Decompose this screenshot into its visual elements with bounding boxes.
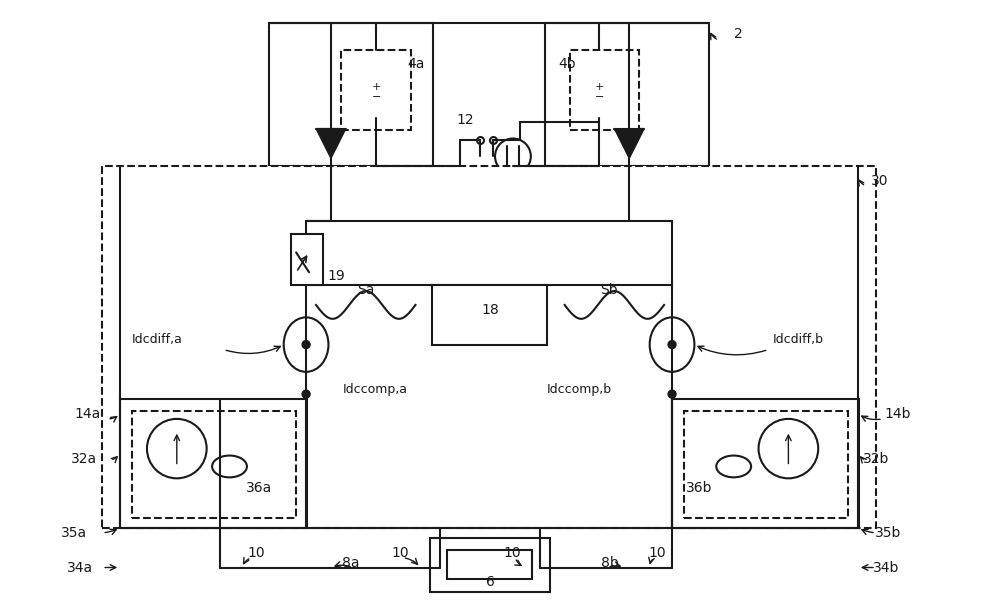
Bar <box>430 538 550 592</box>
Circle shape <box>668 341 676 349</box>
Ellipse shape <box>650 317 694 372</box>
Text: 14a: 14a <box>74 407 100 421</box>
Text: Sa: Sa <box>357 283 374 297</box>
Circle shape <box>759 419 818 478</box>
Text: 18: 18 <box>481 303 499 317</box>
Text: 8b: 8b <box>601 556 618 569</box>
Text: 35a: 35a <box>61 526 87 540</box>
Text: +: + <box>372 82 381 92</box>
Text: 32b: 32b <box>863 452 889 466</box>
Text: 12: 12 <box>456 113 474 127</box>
Bar <box>306 221 672 285</box>
Polygon shape <box>316 128 346 158</box>
Text: 36a: 36a <box>246 481 272 495</box>
Circle shape <box>147 419 207 478</box>
Circle shape <box>495 139 531 174</box>
Text: 32a: 32a <box>71 452 97 466</box>
Text: 10: 10 <box>503 545 521 560</box>
Text: −: − <box>595 92 604 102</box>
Circle shape <box>572 62 627 118</box>
Bar <box>570 50 639 130</box>
Text: 4a: 4a <box>408 57 425 71</box>
Text: Idccomp,b: Idccomp,b <box>547 383 612 395</box>
Text: Sb: Sb <box>601 283 618 297</box>
Text: 34a: 34a <box>67 560 93 575</box>
Circle shape <box>536 563 544 571</box>
Text: 10: 10 <box>248 545 265 560</box>
Ellipse shape <box>716 455 751 478</box>
Text: Idcdiff,b: Idcdiff,b <box>773 333 824 346</box>
Bar <box>291 233 323 285</box>
Circle shape <box>348 62 404 118</box>
Text: Idccomp,a: Idccomp,a <box>343 383 408 395</box>
Bar <box>432 285 547 344</box>
Circle shape <box>668 390 676 398</box>
Bar <box>672 399 859 528</box>
Circle shape <box>302 390 310 398</box>
Text: 2: 2 <box>734 28 743 41</box>
Text: 14b: 14b <box>885 407 911 421</box>
Text: 35b: 35b <box>875 526 901 540</box>
Circle shape <box>436 563 444 571</box>
Bar <box>120 399 307 528</box>
Text: 36b: 36b <box>686 481 712 495</box>
Bar <box>447 550 532 580</box>
Text: 4b: 4b <box>558 57 575 71</box>
Text: 34b: 34b <box>873 560 899 575</box>
Text: 8a: 8a <box>342 556 360 569</box>
Text: 30: 30 <box>871 174 889 188</box>
Circle shape <box>302 341 310 349</box>
Bar <box>684 411 848 518</box>
Bar <box>269 23 433 166</box>
Bar <box>132 411 296 518</box>
Bar <box>341 50 411 130</box>
Text: −: − <box>372 92 381 102</box>
Text: 19: 19 <box>327 269 345 283</box>
Text: 6: 6 <box>486 575 494 589</box>
Bar <box>545 23 709 166</box>
Text: +: + <box>595 82 604 92</box>
Text: 10: 10 <box>392 545 409 560</box>
Ellipse shape <box>212 455 247 478</box>
Text: Idcdiff,a: Idcdiff,a <box>131 333 182 346</box>
Bar <box>102 166 876 528</box>
Polygon shape <box>614 128 644 158</box>
Text: 10: 10 <box>648 545 666 560</box>
Ellipse shape <box>284 317 328 372</box>
